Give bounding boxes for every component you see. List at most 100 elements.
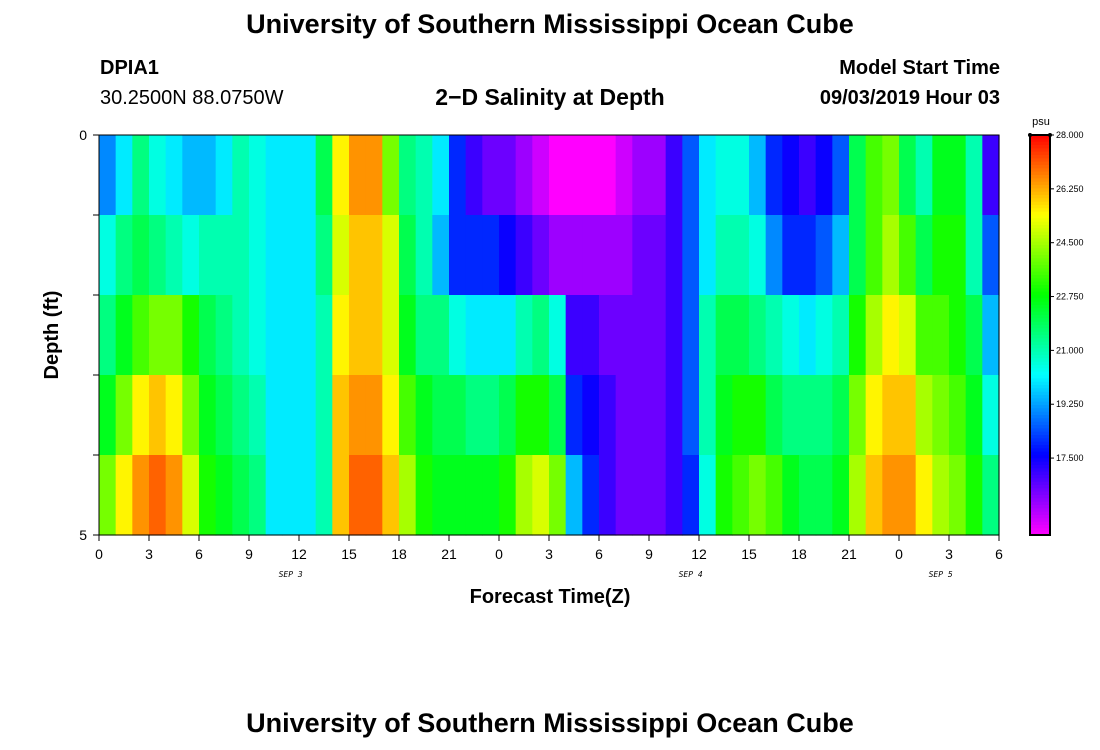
heatmap-cell <box>899 455 917 536</box>
heatmap-cell <box>249 455 267 536</box>
heatmap-cell <box>149 135 167 216</box>
colorbar-segment <box>1030 135 1050 139</box>
colorbar-segment <box>1030 181 1050 186</box>
heatmap-cell <box>615 135 633 216</box>
colorbar-segment <box>1030 191 1050 196</box>
heatmap-cell <box>782 295 800 376</box>
colorbar-segment <box>1030 205 1050 209</box>
date-label: SEP 3 <box>279 570 303 579</box>
colorbar-segment <box>1030 445 1050 449</box>
heatmap-cell <box>265 215 283 296</box>
heatmap-cell <box>115 215 133 296</box>
heatmap-cell <box>649 295 667 376</box>
colorbar-segment <box>1030 195 1050 199</box>
x-tick-label: 18 <box>391 546 407 562</box>
colorbar-segment <box>1030 158 1050 163</box>
heatmap-cell <box>365 455 383 536</box>
colorbar-segment <box>1030 518 1050 523</box>
colorbar-frame <box>1029 134 1051 536</box>
x-tick-label: 9 <box>245 546 253 562</box>
heatmap-cell <box>799 215 817 296</box>
heatmap-cell <box>665 455 683 536</box>
heatmap-cell <box>382 295 400 376</box>
heatmap-cell <box>649 215 667 296</box>
colorbar-segment <box>1030 281 1050 286</box>
colorbar-segment <box>1030 418 1050 423</box>
heatmap-cell <box>349 135 367 216</box>
heatmap-cell <box>299 455 317 536</box>
heatmap-cell <box>582 375 600 456</box>
heatmap-cell <box>449 215 467 296</box>
heatmap-cell <box>932 135 950 216</box>
heatmap-cell <box>215 375 233 456</box>
heatmap-cell <box>549 215 567 296</box>
heatmap-cell <box>699 455 717 536</box>
heatmap-cell <box>865 455 883 536</box>
colorbar-segment <box>1030 331 1050 336</box>
heatmap-cell <box>549 135 567 216</box>
colorbar-segment <box>1030 201 1050 206</box>
heatmap-cell <box>232 135 250 216</box>
heatmap-cell <box>415 215 433 296</box>
heatmap-cell <box>182 215 200 296</box>
date-label: SEP 5 <box>929 570 953 579</box>
heatmap-cell <box>182 135 200 216</box>
heatmap-cell <box>899 375 917 456</box>
heatmap-cell <box>299 375 317 456</box>
heatmap-cell <box>365 135 383 216</box>
colorbar-segment <box>1030 528 1050 533</box>
heatmap-cell <box>549 455 567 536</box>
heatmap-cell <box>965 455 983 536</box>
colorbar-segment <box>1030 355 1050 359</box>
colorbar-segment <box>1030 305 1050 309</box>
heatmap-cell <box>349 295 367 376</box>
colorbar-segment <box>1030 525 1050 529</box>
heatmap-cell <box>299 215 317 296</box>
colorbar-segment <box>1030 345 1050 349</box>
colorbar-tick-label: 26.250 <box>1056 184 1084 194</box>
colorbar-segment <box>1030 315 1050 319</box>
heatmap-cell <box>432 295 450 376</box>
colorbar-segment <box>1030 291 1050 296</box>
colorbar-segment <box>1030 285 1050 289</box>
heatmap-cell <box>849 375 867 456</box>
heatmap-cell <box>449 375 467 456</box>
heatmap-cell <box>365 295 383 376</box>
colorbar-tick-label: 22.750 <box>1056 292 1084 302</box>
heatmap-cell <box>965 135 983 216</box>
heatmap-cell <box>399 295 417 376</box>
heatmap-cell <box>832 455 850 536</box>
date-label: SEP 4 <box>679 570 703 579</box>
heatmap-cell <box>815 215 833 296</box>
heatmap-cell <box>282 455 300 536</box>
colorbar-segment <box>1030 221 1050 226</box>
heatmap-cell <box>765 375 783 456</box>
colorbar-segment <box>1030 161 1050 166</box>
heatmap-cell <box>482 135 500 216</box>
heatmap-cell <box>399 215 417 296</box>
colorbar-segment <box>1030 298 1050 303</box>
x-tick-label: 3 <box>945 546 953 562</box>
station-id: DPIA1 <box>100 57 159 79</box>
heatmap-cell <box>182 295 200 376</box>
heatmap-cell <box>599 455 617 536</box>
colorbar-segment <box>1030 428 1050 433</box>
heatmap-cell <box>165 455 183 536</box>
heatmap-cell <box>715 135 733 216</box>
heatmap-cell <box>715 215 733 296</box>
heatmap-cell <box>165 215 183 296</box>
heatmap-cell <box>932 295 950 376</box>
colorbar-segment <box>1030 311 1050 316</box>
colorbar-segment <box>1030 185 1050 189</box>
colorbar-segment <box>1030 448 1050 453</box>
colorbar-segment <box>1030 165 1050 169</box>
heatmap-cell <box>315 215 333 296</box>
heatmap-cell <box>949 455 967 536</box>
colorbar-segment <box>1030 251 1050 256</box>
heatmap-cell <box>899 135 917 216</box>
colorbar-segment <box>1030 268 1050 273</box>
heatmap-cell <box>565 295 583 376</box>
heatmap-cell <box>449 455 467 536</box>
heatmap-cell <box>865 295 883 376</box>
